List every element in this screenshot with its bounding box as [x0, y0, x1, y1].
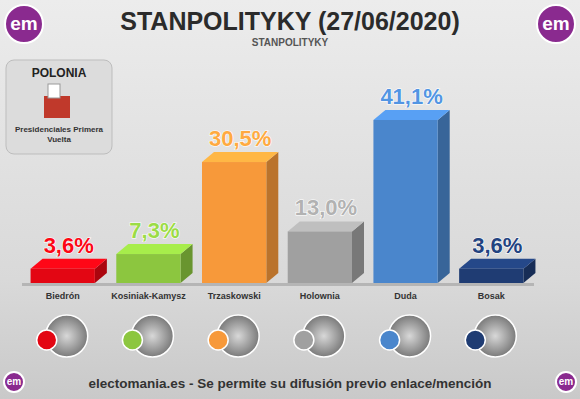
logo-circle: [5, 5, 43, 43]
bars: [31, 110, 536, 283]
info-box-bg: [6, 60, 112, 154]
bar-side: [438, 110, 450, 283]
country: POLONIA: [32, 66, 87, 80]
bar-group: [373, 110, 449, 283]
bar-top: [288, 221, 364, 231]
bar-top: [116, 244, 192, 254]
bar-group: [202, 152, 278, 283]
bar-side: [266, 152, 278, 283]
tick-label: Biedrón: [46, 291, 80, 301]
logo: em: [556, 372, 576, 392]
tick-label: Trzaskowski: [208, 291, 261, 301]
data-label: 3,6%: [472, 233, 522, 258]
bar-top: [459, 259, 535, 269]
photos: [37, 315, 517, 357]
bar-top: [373, 110, 449, 120]
bar: [202, 162, 266, 283]
logo-text: em: [559, 376, 574, 387]
subtitle: STANPOLITYKY: [252, 37, 329, 48]
bar-group: [288, 221, 364, 283]
ballot-icon: [44, 96, 70, 118]
source: electomania.es - Se permite su difusión …: [89, 376, 492, 391]
axis-line: [23, 287, 533, 288]
tick: Trzaskowski: [208, 287, 261, 301]
info-box: POLONIA Presidenciales PrimeraVuelta: [6, 60, 112, 154]
logo-circle: [537, 5, 575, 43]
logo-text: em: [7, 376, 22, 387]
party-badge: [208, 330, 228, 350]
party-badge: [294, 330, 314, 350]
floor: [22, 283, 534, 286]
logo: em: [5, 5, 43, 43]
bar-group: [459, 259, 535, 283]
tick-label: Bosak: [478, 291, 506, 301]
bar-top: [31, 259, 107, 269]
election: Presidenciales PrimeraVuelta: [15, 125, 104, 144]
data-label: 30,5%: [209, 126, 271, 151]
tick: Kosiniak-Kamysz: [111, 287, 186, 301]
chart: STANPOLITYKY (27/06/2020) STANPOLITYKY em e…: [0, 0, 580, 399]
data-label: 41,1%: [380, 84, 442, 109]
bar: [116, 254, 180, 283]
logo-text: em: [542, 13, 569, 34]
tick-label: Holownia: [300, 291, 341, 301]
logo-circle: [556, 372, 576, 392]
logo: em: [4, 372, 24, 392]
tick: Holownia: [300, 287, 341, 301]
party-badge: [37, 330, 57, 350]
party-badge: [122, 330, 142, 350]
tick: Bosak: [478, 287, 506, 301]
ballot-paper: [48, 84, 60, 98]
logo-text: em: [10, 13, 37, 34]
data-label: 7,3%: [129, 218, 179, 243]
x-axis: Biedrón Kosiniak-Kamysz Trzaskowski Holowni…: [23, 287, 533, 301]
tick-label: Kosiniak-Kamysz: [111, 291, 186, 301]
data-label: 13,0%: [295, 195, 357, 220]
logo-circle: [4, 372, 24, 392]
data-labels: 3,6% 7,3% 30,5% 13,0% 41,1% 3,6%: [44, 84, 523, 258]
party-badge: [380, 330, 400, 350]
bar: [288, 231, 352, 283]
title: STANPOLITYKY (27/06/2020): [120, 7, 459, 35]
bar: [31, 269, 95, 283]
bar-group: [31, 259, 107, 283]
tick: Biedrón: [46, 287, 80, 301]
tick-label: Duda: [394, 291, 417, 301]
bar: [373, 120, 437, 283]
bar: [459, 269, 523, 283]
party-badge: [465, 330, 485, 350]
data-label: 3,6%: [44, 233, 94, 258]
bar-top: [202, 152, 278, 162]
bar-group: [116, 244, 192, 283]
bar-side: [352, 221, 364, 283]
logo: em: [537, 5, 575, 43]
background: [0, 0, 580, 399]
tick: Duda: [394, 287, 417, 301]
